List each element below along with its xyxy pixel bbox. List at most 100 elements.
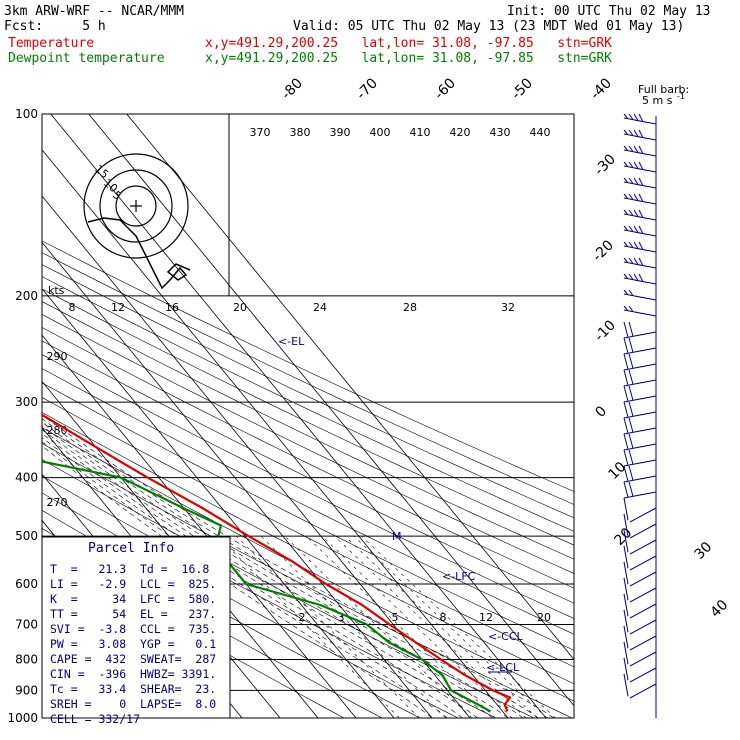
theta-label: 400 — [370, 126, 391, 139]
mixing-ratio-label: 32 — [501, 301, 515, 314]
wind-barb-flag — [623, 401, 629, 418]
temperature-line — [42, 413, 512, 712]
moist-adiabat-line — [42, 429, 493, 718]
mixing-ratio-label: 8 — [440, 611, 447, 624]
wind-barb-staff — [623, 347, 657, 355]
wind-barb — [623, 225, 657, 237]
mixing-ratio-line — [321, 535, 513, 718]
wind-barb — [623, 369, 657, 387]
wind-barb-flag — [623, 609, 629, 633]
theta-label: 430 — [490, 126, 511, 139]
wind-barb — [623, 609, 657, 635]
mixing-ratio-line — [236, 535, 420, 718]
wind-barb-flag — [628, 161, 634, 168]
wind-barb — [623, 673, 657, 699]
wind-barb-flag — [633, 113, 639, 121]
wind-barb-flag — [623, 641, 629, 665]
wind-barb-flag — [628, 257, 634, 264]
wind-barb-staff — [623, 149, 657, 157]
wind-barb — [623, 625, 657, 651]
wind-barb-flag — [628, 401, 634, 417]
wind-barb-staff — [623, 117, 657, 125]
wind-barb — [623, 257, 657, 269]
wind-barb-flag — [628, 225, 634, 232]
mixing-ratio-label: 16 — [165, 301, 179, 314]
parcel-info-panel — [41, 536, 231, 719]
isotherm-tick-label: -70 — [354, 75, 381, 102]
isotherm-line — [42, 288, 395, 718]
wind-barb-flag — [623, 497, 629, 521]
wind-barb-flag — [623, 369, 629, 386]
wind-barb-flag — [623, 257, 629, 264]
isotherm-tick-label: -60 — [432, 75, 459, 102]
isotherm-tick-label: -80 — [279, 75, 306, 102]
parcel-info-row: CELL = 332/17 — [50, 712, 140, 726]
wind-barb — [623, 401, 657, 419]
wind-barb — [623, 145, 657, 157]
wind-barb-flag — [628, 129, 634, 136]
mixing-ratio-line — [217, 535, 400, 718]
init-time: Init: 00 UTC Thu 02 May 13 — [507, 4, 711, 19]
wind-barbs: Full barb:5 m s -1 — [623, 83, 689, 718]
wind-barb-staff — [623, 309, 657, 317]
isotherm-line — [0, 114, 14, 718]
wind-barb — [623, 289, 657, 301]
wind-barb-flag — [623, 321, 629, 338]
hodograph-trace — [87, 217, 191, 290]
wind-barb-flag — [623, 465, 629, 482]
wind-barb-staff — [629, 507, 657, 523]
wind-barb-flag — [623, 145, 629, 152]
hodograph-ring — [115, 185, 157, 227]
mixing-ratio-label: 20 — [537, 611, 551, 624]
wind-barb-flag — [623, 577, 629, 601]
theta-label: 290 — [47, 350, 68, 363]
wind-barb — [623, 449, 657, 467]
wind-barb-flag — [623, 449, 629, 466]
dry-adiabat-line — [42, 397, 574, 668]
wind-barb-staff — [623, 491, 657, 499]
isotherm-line — [50, 114, 547, 718]
model-title: 3km ARW-WRF -- NCAR/MMM — [4, 4, 185, 19]
wind-barb — [623, 657, 657, 683]
isotherm-line — [42, 334, 357, 718]
mixing-ratio-line — [361, 535, 556, 718]
wind-barb-flag — [623, 561, 629, 585]
marker-lfc: <-LFC — [442, 570, 476, 583]
wind-barb-flag — [623, 177, 629, 184]
moist-adiabat-line — [42, 437, 463, 718]
wind-barb-flag — [623, 529, 629, 553]
wind-barb — [623, 321, 657, 339]
wind-barb — [623, 513, 657, 539]
mixing-ratio-label: 3 — [338, 611, 345, 624]
wind-barb-flag — [638, 241, 644, 250]
wind-barb-flag — [638, 257, 644, 266]
wind-barb-flag — [628, 353, 634, 369]
wind-barb — [623, 177, 657, 189]
dry-adiabat-line — [42, 411, 574, 685]
barb-legend-title: Full barb: — [638, 83, 689, 96]
wind-barb-flag — [623, 673, 629, 697]
wind-barb — [623, 113, 657, 125]
wind-barb-flag — [623, 385, 629, 402]
wind-barb-flag — [623, 545, 629, 569]
wind-barb-flag — [623, 513, 629, 537]
isotherm-tick-label: -30 — [592, 151, 619, 178]
wind-barb-flag — [623, 593, 629, 617]
isotherm-line — [42, 195, 471, 718]
wind-barb-staff — [629, 539, 657, 555]
wind-barb — [623, 129, 657, 141]
dry-adiabat-line — [42, 340, 574, 604]
pressure-tick-label: 800 — [15, 652, 38, 666]
wind-barb — [623, 593, 657, 619]
pressure-tick-label: 400 — [15, 471, 38, 485]
parcel-info-row: CAPE = 432 SWEAT= 287 — [50, 652, 216, 666]
wind-barb-flag — [638, 225, 644, 234]
wind-barb-staff — [623, 331, 657, 339]
parcel-info-row: K = 34 LFC = 580. — [50, 592, 216, 606]
wind-barb-flag — [623, 657, 629, 681]
mixing-ratio-label: 12 — [111, 301, 125, 314]
wind-barb-flag — [623, 241, 629, 248]
wind-barb-staff — [629, 683, 657, 699]
moist-adiabat-line — [42, 421, 524, 718]
wind-barb — [623, 337, 657, 355]
